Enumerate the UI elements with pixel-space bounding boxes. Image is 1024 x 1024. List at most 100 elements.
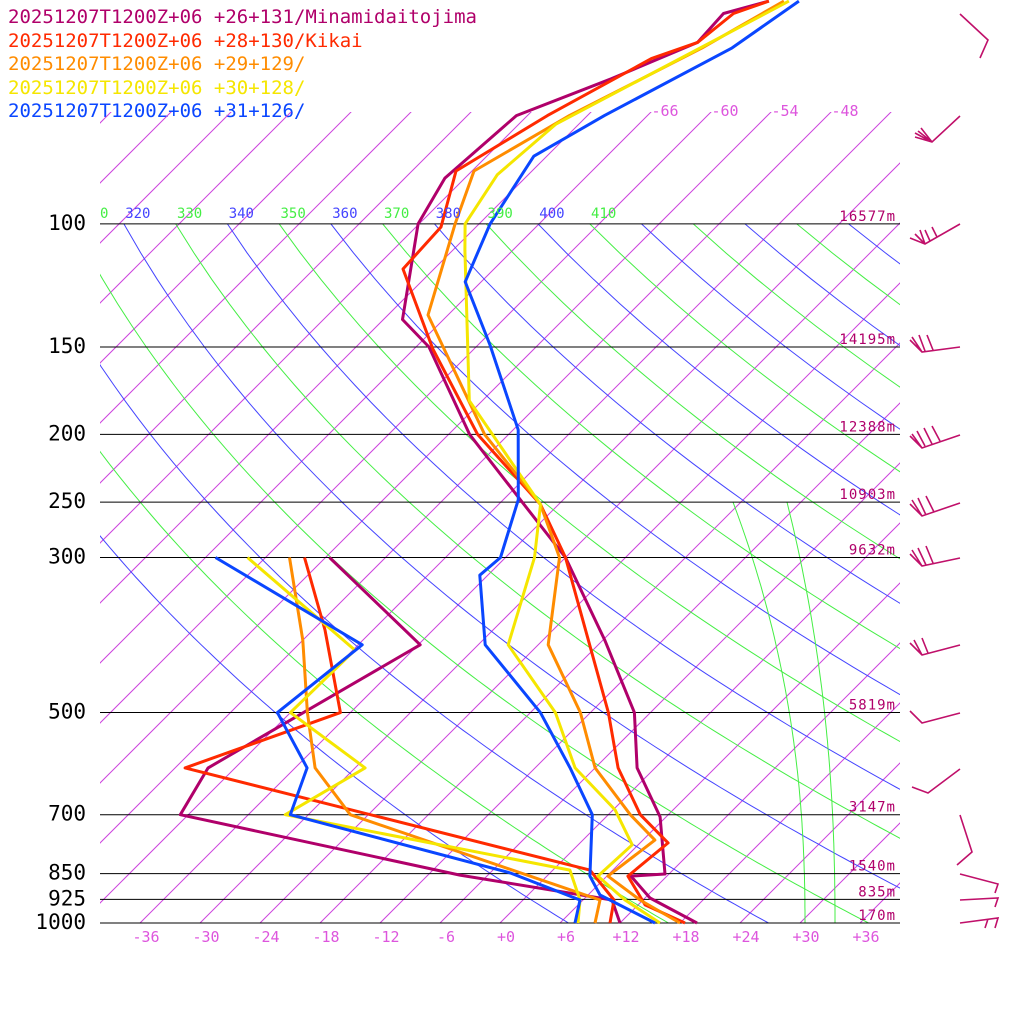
wind-barb bbox=[914, 115, 961, 143]
pressure-label: 700 bbox=[48, 802, 86, 826]
wind-barb bbox=[909, 637, 961, 656]
temperature-profile bbox=[463, 0, 790, 925]
isotherm-line bbox=[0, 0, 103, 923]
pressure-label: 250 bbox=[48, 489, 86, 513]
isotherm-line bbox=[499, 522, 900, 923]
pressure-label: 100 bbox=[48, 211, 86, 235]
x-tick-label: -18 bbox=[312, 928, 339, 946]
dry-adiabats bbox=[100, 224, 900, 923]
dry-adiabat-line bbox=[100, 364, 770, 923]
dry-adiabat-line bbox=[330, 224, 900, 696]
x-tick-label: -6 bbox=[437, 928, 455, 946]
theta-label: 330 bbox=[177, 206, 202, 222]
moist-adiabat-line bbox=[732, 501, 806, 923]
height-label: 14195m bbox=[839, 332, 896, 348]
dry-adiabat-line bbox=[434, 224, 900, 604]
height-label: 9632m bbox=[849, 542, 896, 558]
theta-label: 410 bbox=[591, 206, 616, 222]
height-label: 5819m bbox=[849, 698, 896, 714]
isotherm-line bbox=[100, 112, 232, 244]
dry-adiabat-line bbox=[100, 535, 570, 923]
dry-adiabat-line bbox=[485, 224, 900, 560]
temperature-profile bbox=[401, 0, 770, 925]
x-tick-label: +24 bbox=[732, 928, 759, 946]
dry-adiabat-line bbox=[175, 224, 900, 839]
dry-adiabat-line bbox=[123, 224, 900, 889]
theta-label: 390 bbox=[488, 206, 513, 222]
isotherm-line bbox=[799, 822, 900, 923]
legend-entry: 20251207T1200Z+06 +29+129/ bbox=[8, 53, 306, 75]
dry-adiabat-line bbox=[226, 224, 900, 790]
wind-barb bbox=[959, 13, 989, 59]
height-label: 10903m bbox=[839, 487, 896, 503]
isotherm-line bbox=[379, 402, 900, 923]
wind-barb bbox=[956, 814, 973, 866]
isotherm-label: -60 bbox=[711, 102, 738, 120]
isotherms bbox=[0, 0, 900, 923]
dry-adiabat-line bbox=[744, 224, 900, 347]
pressure-label: 150 bbox=[48, 334, 86, 358]
isotherm-line bbox=[100, 112, 292, 304]
x-tick-label: +0 bbox=[497, 928, 515, 946]
temperature-profile bbox=[426, 0, 785, 925]
height-label: 835m bbox=[858, 884, 896, 900]
legend: 20251207T1200Z+06 +26+131/Minamidaitojim… bbox=[8, 6, 477, 124]
temperature-profile bbox=[463, 0, 800, 925]
isotherm-line bbox=[319, 342, 900, 923]
wind-barb bbox=[909, 545, 961, 567]
isotherm-line bbox=[100, 112, 832, 844]
legend-entry: 20251207T1200Z+06 +28+130/Kikai bbox=[8, 29, 363, 52]
isotherm-line bbox=[739, 762, 900, 923]
dewpoint-profile bbox=[183, 557, 616, 924]
dry-adiabat-line bbox=[848, 224, 900, 265]
pressure-label: 200 bbox=[48, 421, 86, 445]
pressure-label: 500 bbox=[48, 700, 86, 724]
isotherm-line bbox=[100, 112, 772, 784]
x-tick-label: +12 bbox=[612, 928, 639, 946]
isotherm-line bbox=[100, 112, 892, 904]
isotherm-line bbox=[139, 162, 900, 923]
x-tick-label: +30 bbox=[792, 928, 819, 946]
wind-barb bbox=[909, 425, 961, 449]
isotherm-line bbox=[100, 112, 412, 424]
isotherm-line bbox=[679, 702, 900, 923]
isotherm-label: -66 bbox=[651, 102, 678, 120]
x-tick-label: -24 bbox=[252, 928, 279, 946]
x-tick-label: -30 bbox=[192, 928, 219, 946]
pressure-label: 850 bbox=[48, 861, 86, 885]
pressure-label: 1000 bbox=[35, 910, 86, 934]
theta-label: 370 bbox=[384, 206, 409, 222]
x-tick-label: +18 bbox=[672, 928, 699, 946]
isotherm-line bbox=[100, 112, 652, 664]
pressure-label: 300 bbox=[48, 544, 86, 568]
wind-barb bbox=[959, 917, 1000, 929]
x-tick-label: +6 bbox=[557, 928, 575, 946]
x-tick-label: -12 bbox=[372, 928, 399, 946]
moist-adiabat-line bbox=[786, 501, 836, 923]
isotherm-label: -54 bbox=[771, 102, 798, 120]
wind-barb bbox=[911, 768, 961, 794]
wind-barb bbox=[959, 873, 1000, 894]
height-label: 170m bbox=[858, 908, 896, 924]
isotherm-line bbox=[100, 112, 112, 124]
isotherm-line bbox=[559, 582, 900, 923]
wind-barb bbox=[959, 897, 1000, 908]
isotherm-label: -48 bbox=[831, 102, 858, 120]
isotherm-line bbox=[100, 112, 712, 724]
height-label: 12388m bbox=[839, 419, 896, 435]
height-label: 3147m bbox=[849, 800, 896, 816]
theta-label: 360 bbox=[332, 206, 357, 222]
theta-label: 0 bbox=[100, 206, 108, 222]
isotherm-line bbox=[100, 112, 172, 184]
theta-label: 380 bbox=[436, 206, 461, 222]
theta-label: 400 bbox=[539, 206, 564, 222]
isotherm-line bbox=[0, 0, 163, 923]
wind-barb bbox=[909, 710, 961, 724]
isotherm-line bbox=[0, 0, 43, 923]
theta-label: 320 bbox=[125, 206, 150, 222]
x-tick-label: -36 bbox=[132, 928, 159, 946]
legend-entry: 20251207T1200Z+06 +31+126/ bbox=[8, 100, 306, 122]
wind-barbs bbox=[909, 13, 1000, 929]
isotherm-line bbox=[100, 112, 532, 544]
